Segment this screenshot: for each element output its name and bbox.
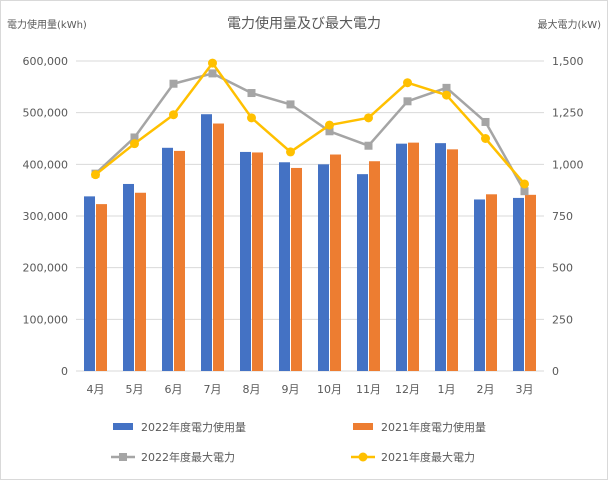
legend-label: 2022年度電力使用量 (141, 420, 246, 434)
line-point (442, 90, 451, 100)
legend-label: 2021年度最大電力 (381, 450, 475, 464)
bar (291, 167, 302, 371)
chart-title: 電力使用量及び最大電力 (227, 15, 381, 32)
x-tick-label: 2月 (477, 383, 495, 396)
bar (123, 183, 134, 371)
bar (84, 196, 95, 371)
line-point (130, 139, 139, 149)
x-tick-label: 11月 (356, 383, 381, 396)
bar (162, 147, 173, 371)
line-point (286, 147, 295, 157)
line-point (403, 78, 412, 88)
bar (525, 194, 536, 371)
bar (96, 204, 107, 371)
bar (279, 162, 290, 371)
legend-swatch (113, 423, 133, 430)
bar (513, 197, 524, 371)
bar (447, 149, 458, 371)
legend: 2022年度電力使用量 2021年度電力使用量 2022年度最大電力 2021年度最大… (111, 420, 486, 464)
y-axis-right-title: 最大電力(kW) (538, 18, 602, 31)
bar (240, 151, 251, 371)
y-left-tick-label: 0 (61, 365, 68, 378)
line-point (208, 58, 217, 68)
line-point (364, 113, 373, 123)
x-tick-label: 5月 (126, 383, 144, 396)
bar (252, 152, 263, 371)
x-tick-label: 10月 (317, 383, 342, 396)
x-tick-label: 4月 (87, 383, 105, 396)
y-left-tick-label: 300,000 (23, 210, 69, 223)
line-point (481, 117, 490, 126)
bar (330, 154, 341, 371)
line-point (247, 89, 256, 98)
x-tick-label: 12月 (395, 383, 420, 396)
y-left-tick-label: 400,000 (23, 158, 69, 171)
y-right-tick-label: 500 (552, 262, 573, 275)
bars (84, 114, 536, 372)
bar (396, 143, 407, 371)
line-point (364, 141, 373, 150)
line-point (130, 133, 139, 142)
y-left-tick-label: 200,000 (23, 262, 69, 275)
y-right-tick-label: 1,250 (552, 107, 584, 120)
line-point (247, 113, 256, 123)
series-line (94, 61, 526, 185)
legend-marker (358, 452, 368, 462)
bar (135, 192, 146, 371)
x-tick-label: 6月 (165, 383, 183, 396)
bar (318, 164, 329, 371)
bar (474, 199, 485, 371)
y-right-tick-label: 750 (552, 210, 573, 223)
x-tick-label: 7月 (204, 383, 222, 396)
line-point (91, 170, 100, 180)
y-right-tick-label: 1,000 (552, 158, 584, 171)
line-point (481, 134, 490, 143)
y-right-tick-label: 1,500 (552, 55, 584, 68)
legend-swatch (353, 423, 373, 430)
bar (174, 150, 185, 371)
bar (486, 194, 497, 371)
bar (357, 174, 368, 371)
y-left-tick-label: 100,000 (23, 313, 69, 326)
legend-label: 2021年度電力使用量 (381, 420, 486, 434)
line-point (169, 110, 178, 120)
series-line (94, 72, 526, 192)
x-tick-label: 3月 (516, 383, 534, 396)
legend-label: 2022年度最大電力 (141, 450, 235, 464)
line-point (325, 127, 334, 136)
line-point (286, 100, 295, 109)
ticks: 0 0 100,000 250 200,000 500 300,000 750 400,000 1… (23, 55, 584, 396)
line-point (520, 187, 529, 196)
bar (408, 142, 419, 371)
x-tick-label: 8月 (243, 383, 261, 396)
line-point (169, 79, 178, 88)
x-tick-label: 9月 (282, 383, 300, 396)
bar (369, 161, 380, 371)
line-point (325, 120, 334, 130)
y-left-tick-label: 500,000 (23, 107, 69, 120)
bar (435, 143, 446, 371)
y-axis-left-title: 電力使用量(kWh) (7, 18, 87, 31)
lines (91, 58, 529, 196)
line-point (208, 69, 217, 78)
legend-marker (119, 453, 127, 461)
line-point (520, 179, 529, 189)
x-tick-label: 1月 (438, 383, 456, 396)
line-point (442, 83, 451, 92)
bar (201, 114, 212, 371)
line-point (403, 97, 412, 106)
y-right-tick-label: 0 (552, 365, 559, 378)
y-right-tick-label: 250 (552, 313, 573, 326)
gridlines (76, 60, 544, 372)
bar (213, 123, 224, 372)
y-left-tick-label: 600,000 (23, 55, 69, 68)
